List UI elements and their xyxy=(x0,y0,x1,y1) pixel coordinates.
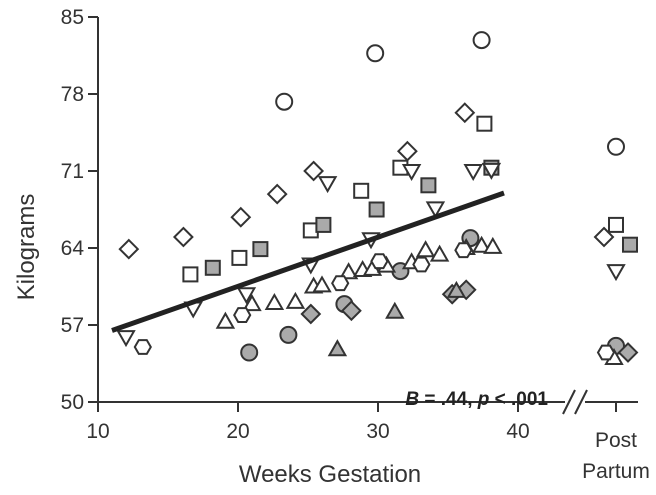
circle-open-point xyxy=(366,44,385,63)
diamond-open-point xyxy=(303,160,325,182)
square-open-point xyxy=(476,115,493,132)
x-tick-label: 40 xyxy=(506,420,529,443)
y-tick-label: 85 xyxy=(61,6,84,29)
y-tick-label: 71 xyxy=(61,160,84,183)
y-axis-title: Kilograms xyxy=(13,194,40,301)
triangle-up-open-point xyxy=(242,294,262,312)
square-gray-point xyxy=(315,216,332,233)
square-open-point xyxy=(353,182,370,199)
annot-eq1: = .44, xyxy=(419,389,478,410)
square-open-point xyxy=(231,249,248,266)
triangle-up-open-point xyxy=(415,240,436,258)
hexagon-open-point xyxy=(331,275,350,292)
diamond-open-point xyxy=(396,140,418,162)
triangle-up-open-point xyxy=(285,291,306,309)
triangle-up-open-point xyxy=(429,244,450,262)
diamond-open-point xyxy=(454,102,476,124)
triangle-down-open-postpartum-point xyxy=(606,264,626,282)
annot-eq2: < .001 xyxy=(489,389,548,410)
y-tick-label: 78 xyxy=(61,83,84,106)
postpartum-label-line2: Partum xyxy=(582,460,650,483)
annot-p: p xyxy=(477,389,490,410)
triangle-down-open-point xyxy=(401,164,422,182)
hexagon-open-point xyxy=(454,242,473,259)
x-tick-label: 10 xyxy=(86,420,109,443)
ticks: 50 57 64 71 78 85 10 20 30 40 xyxy=(61,6,617,443)
diamond-gray-point xyxy=(340,300,362,322)
y-tick-label: 57 xyxy=(61,314,84,337)
regression-line xyxy=(111,190,505,333)
circle-open-postpartum-point xyxy=(607,137,625,156)
circle-open-point xyxy=(472,31,491,50)
x-tick-label: 30 xyxy=(366,420,389,443)
hexagon-open-point xyxy=(412,256,431,273)
triangle-up-gray-point xyxy=(446,280,467,298)
triangle-up-open-point xyxy=(471,235,492,253)
axis-break-mark xyxy=(562,389,576,415)
triangle-down-open-point xyxy=(317,176,338,194)
triangle-down-open-point xyxy=(463,164,483,182)
triangle-up-gray-point xyxy=(385,301,405,319)
y-tick-label: 64 xyxy=(61,237,85,260)
hexagon-open-point xyxy=(370,253,389,270)
diamond-open-point xyxy=(230,206,252,228)
triangle-down-open-point xyxy=(481,162,502,180)
stats-annotation: B = .44, p < .001 xyxy=(405,389,548,410)
triangle-up-open-point xyxy=(264,292,285,310)
y-tick-label: 50 xyxy=(61,391,84,414)
circle-gray-point xyxy=(240,343,259,362)
triangle-up-open-point xyxy=(215,311,236,329)
square-open-postpartum-point xyxy=(608,216,624,233)
diamond-open-point xyxy=(266,183,288,205)
square-gray-point xyxy=(420,177,437,194)
diamond-open-postpartum-point xyxy=(593,226,615,248)
triangle-down-open-point xyxy=(116,330,136,348)
square-gray-point xyxy=(368,201,385,218)
triangle-up-open-point xyxy=(312,275,332,293)
postpartum-label-line1: Post xyxy=(595,429,637,452)
x-axis-title: Weeks Gestation xyxy=(239,461,421,488)
data-points xyxy=(116,31,639,365)
hexagon-open-point xyxy=(133,339,152,355)
triangle-up-open-point xyxy=(483,236,503,254)
axes xyxy=(97,17,638,415)
triangle-up-gray-point xyxy=(327,339,348,357)
annot-b: B xyxy=(405,389,419,410)
hexagon-open-postpartum-point xyxy=(596,344,616,361)
diamond-gray-point xyxy=(300,303,322,325)
x-tick-label: 20 xyxy=(226,420,249,443)
triangle-down-open-point xyxy=(236,287,257,305)
square-gray-point xyxy=(204,259,221,276)
square-open-point xyxy=(182,266,199,283)
square-gray-postpartum-point xyxy=(622,236,638,253)
square-gray-point xyxy=(252,241,269,258)
hexagon-open-point xyxy=(233,307,252,324)
triangle-down-open-point xyxy=(425,201,446,219)
diamond-open-point xyxy=(172,226,194,248)
axis-break-mark xyxy=(574,389,588,415)
circle-open-point xyxy=(275,92,294,111)
triangle-up-open-point xyxy=(338,262,359,280)
circle-gray-point xyxy=(279,325,298,344)
diamond-gray-postpartum-point xyxy=(617,342,639,363)
diamond-open-point xyxy=(118,238,140,260)
